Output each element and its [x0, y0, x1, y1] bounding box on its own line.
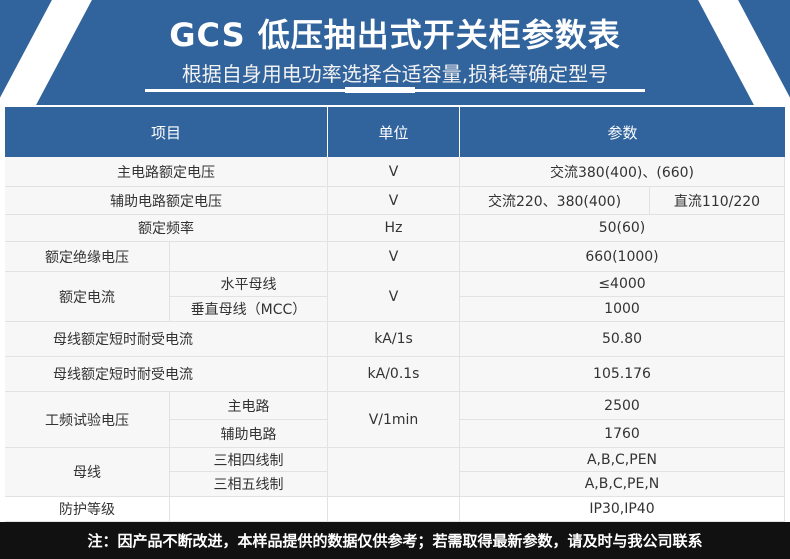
cell-param-dc: 直流110/220: [650, 187, 785, 215]
cell-unit: V: [328, 242, 460, 272]
cell-item: 母线: [5, 448, 170, 497]
cell-unit: V: [328, 157, 460, 187]
cell-unit: kA/0.1s: [328, 357, 460, 392]
header-unit: 单位: [328, 107, 460, 157]
cell-sub: 主电路: [170, 392, 328, 420]
cell-item: 辅助电路额定电压: [5, 187, 328, 215]
cell-param: 660(1000): [460, 242, 785, 272]
cell-sub: 三相四线制: [170, 448, 328, 472]
cell-unit: Hz: [328, 215, 460, 242]
cell-item: 额定电流: [5, 272, 170, 322]
cell-param: IP30,IP40: [460, 497, 785, 522]
cell-unit: V: [328, 187, 460, 215]
cell-unit: V/1min: [328, 392, 460, 448]
cell-unit: [328, 448, 460, 497]
cell-param: 交流380(400)、(660): [460, 157, 785, 187]
cell-item: 额定频率: [5, 215, 328, 242]
cell-sub: 水平母线: [170, 272, 328, 297]
footer-note: 注：因产品不断改进，本样品提供的数据仅供参考；若需取得最新参数，请及时与我公司联…: [0, 522, 790, 559]
cell-unit: [328, 497, 460, 522]
cell-sub: 辅助电路: [170, 420, 328, 448]
cell-param: ≤4000: [460, 272, 785, 297]
cell-param: 2500: [460, 392, 785, 420]
cell-unit: kA/1s: [328, 322, 460, 357]
cell-sub: 三相五线制: [170, 472, 328, 497]
cell-param: 1760: [460, 420, 785, 448]
cell-param-ac: 交流220、380(400): [460, 187, 650, 215]
cell-item: 主电路额定电压: [5, 157, 328, 187]
cell-item: 工频试验电压: [5, 392, 170, 448]
cell-item: 母线额定短时耐受电流: [5, 322, 328, 357]
cell-empty: [170, 242, 328, 272]
cell-param: 105.176: [460, 357, 785, 392]
banner: GCS 低压抽出式开关柜参数表 根据自身用电功率选择合适容量,损耗等确定型号: [0, 0, 790, 105]
cell-sub: 垂直母线（MCC）: [170, 297, 328, 322]
cell-item: 额定绝缘电压: [5, 242, 170, 272]
cell-item: 防护等级: [5, 497, 170, 522]
cell-param: 50.80: [460, 322, 785, 357]
cell-param: 1000: [460, 297, 785, 322]
divider-accent: [345, 87, 415, 93]
cell-item: 母线额定短时耐受电流: [5, 357, 328, 392]
cell-param: A,B,C,PEN: [460, 448, 785, 472]
cell-param: 50(60): [460, 215, 785, 242]
header-param: 参数: [460, 107, 785, 157]
cell-unit: V: [328, 272, 460, 322]
cell-param: A,B,C,PE,N: [460, 472, 785, 497]
page-title: GCS 低压抽出式开关柜参数表: [169, 16, 621, 54]
cell-empty: [170, 497, 328, 522]
header-item: 项目: [5, 107, 328, 157]
page-subtitle: 根据自身用电功率选择合适容量,损耗等确定型号: [181, 62, 609, 86]
